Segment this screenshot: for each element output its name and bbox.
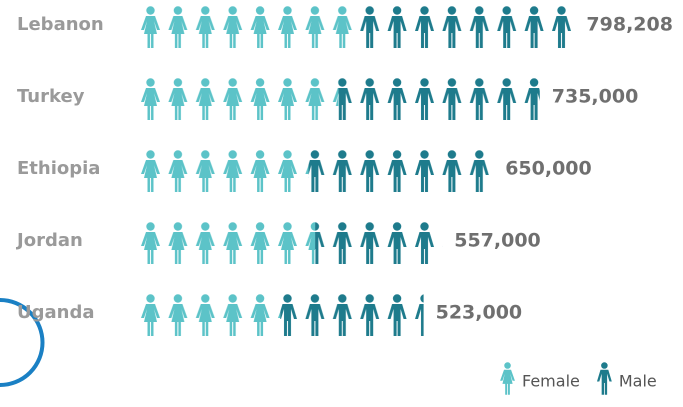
icon-segment [315,222,443,264]
icon [596,362,612,395]
legend-icon [500,362,515,395]
icon-segment [137,78,339,120]
value-label: 735,000 [552,86,639,108]
value-label: 798,208 [586,14,673,36]
category-label: Jordan [15,230,83,251]
legend-icon [596,362,612,395]
category-label: Lebanon [17,14,104,35]
icon [500,362,515,395]
category-label: Uganda [17,302,95,323]
icon-segment [137,294,281,336]
decor-arc [0,298,45,387]
icon-segment [308,150,494,192]
icon-segment [280,294,424,336]
value-label: 523,000 [436,302,523,324]
value-label: 650,000 [505,158,592,180]
icon-segment [338,78,540,120]
value-label: 557,000 [454,230,541,252]
icon-segment [137,222,316,264]
legend: Female Male [500,362,657,395]
category-label: Turkey [17,86,85,107]
category-label: Ethiopia [17,158,100,179]
icon-segment [355,6,575,48]
legend-label: Female [522,372,580,391]
legend-label: Male [619,372,657,391]
icon-segment [137,150,309,192]
icon-segment [137,6,356,48]
